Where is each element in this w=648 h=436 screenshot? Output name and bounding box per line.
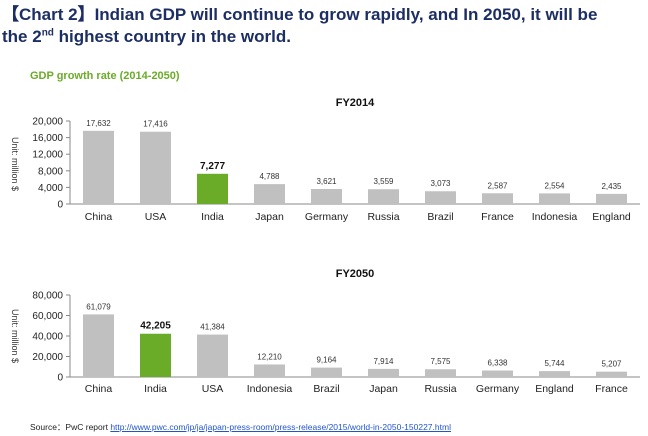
chart1-category-label-russia: Russia: [367, 211, 399, 223]
chart2-value-label-france: 5,207: [601, 360, 622, 369]
title-line-2: the 2nd highest country in the world.: [2, 26, 642, 48]
gdp-subtitle: GDP growth rate (2014-2050): [30, 70, 180, 82]
chart2-bar-japan: [368, 368, 399, 377]
chart2-value-label-indonesia: 12,210: [257, 352, 282, 361]
chart1-bar-germany: [311, 188, 342, 204]
chart2-category-label-england: England: [535, 383, 574, 395]
chart1-y-tick-label: 16,000: [32, 133, 63, 144]
source-link[interactable]: http://www.pwc.com/jp/ja/japan-press-roo…: [110, 422, 451, 432]
chart1-category-label-usa: USA: [145, 211, 167, 223]
chart2-value-label-japan: 7,914: [373, 357, 394, 366]
chart1-category-label-brazil: Brazil: [427, 211, 453, 223]
chart1-bar-france: [482, 193, 513, 204]
chart1-value-label-india: 7,277: [200, 161, 225, 172]
chart1-y-axis-label: Unit: million $: [10, 137, 20, 191]
chart-title: 【Chart 2】Indian GDP will continue to gro…: [2, 4, 642, 48]
chart1-value-label-japan: 4,788: [259, 172, 280, 181]
chart2-category-label-brazil: Brazil: [313, 383, 339, 395]
chart2-y-tick-label: 80,000: [32, 291, 63, 302]
chart1-category-label-france: France: [481, 211, 514, 223]
chart1-value-label-china: 17,632: [86, 119, 111, 128]
chart1-y-tick-label: 8,000: [38, 166, 63, 177]
chart1-category-label-germany: Germany: [305, 211, 349, 223]
chart1-y-tick-label: 0: [57, 200, 63, 211]
chart2-y-tick-label: 40,000: [32, 332, 63, 343]
chart1-category-label-china: China: [85, 211, 113, 223]
chart2-value-label-india: 42,205: [140, 321, 171, 332]
chart1-bar-india: [197, 173, 228, 204]
chart1-bar-england: [596, 193, 627, 204]
chart1-category-label-japan: Japan: [255, 211, 284, 223]
chart2-category-label-germany: Germany: [476, 383, 520, 395]
chart1-value-label-england: 2,435: [601, 182, 622, 191]
chart2-bar-usa: [197, 334, 228, 377]
chart2-category-label-usa: USA: [202, 383, 224, 395]
chart1-category-label-england: England: [592, 211, 631, 223]
chart1-value-label-brazil: 3,073: [430, 179, 451, 188]
title-superscript: nd: [41, 27, 54, 39]
chart2-category-label-japan: Japan: [369, 383, 398, 395]
chart2-value-label-brazil: 9,164: [316, 356, 337, 365]
chart2-value-label-england: 5,744: [544, 359, 565, 368]
title-line-1: 【Chart 2】Indian GDP will continue to gro…: [2, 5, 598, 24]
chart2-bar-england: [539, 371, 570, 377]
chart1-y-tick-label: 4,000: [38, 183, 63, 194]
chart2-bar-brazil: [311, 367, 342, 377]
chart2-y-tick-label: 20,000: [32, 352, 63, 363]
chart2-category-label-india: India: [144, 383, 167, 395]
chart2-value-label-germany: 6,338: [487, 359, 508, 368]
chart1-value-label-france: 2,587: [487, 181, 508, 190]
chart1-value-label-germany: 3,621: [316, 177, 337, 186]
chart1-value-label-russia: 3,559: [373, 177, 394, 186]
chart2-bar-china: [83, 314, 114, 377]
chart2-bar-germany: [482, 370, 513, 377]
chart1-bar-brazil: [425, 191, 456, 204]
chart1-title: FY2014: [336, 97, 375, 109]
chart2-bar-france: [596, 371, 627, 377]
source-line: Source：PwC report http://www.pwc.com/jp/…: [30, 421, 451, 433]
chart1-category-label-india: India: [201, 211, 224, 223]
title-line-2-pre: the 2: [2, 27, 42, 46]
chart2-category-label-russia: Russia: [424, 383, 456, 395]
source-label: Source：PwC report: [30, 422, 108, 432]
chart2-category-label-china: China: [85, 383, 113, 395]
chart2-y-axis-label: Unit: million $: [10, 309, 20, 363]
chart2-y-tick-label: 0: [57, 373, 63, 384]
chart2-bar-india: [140, 333, 171, 377]
chart2-category-label-indonesia: Indonesia: [247, 383, 293, 395]
chart2-value-label-usa: 41,384: [200, 323, 225, 332]
chart2-y-tick-label: 60,000: [32, 311, 63, 322]
title-line-2-post: highest country in the world.: [53, 27, 291, 46]
chart2-value-label-china: 61,079: [86, 302, 111, 311]
chart1-bar-usa: [140, 131, 171, 204]
chart2-category-label-france: France: [595, 383, 628, 395]
chart1-y-tick-label: 12,000: [32, 150, 63, 161]
chart2-bar-indonesia: [254, 364, 285, 377]
chart2-value-label-russia: 7,575: [430, 357, 451, 366]
chart2-title: FY2050: [336, 268, 375, 280]
chart2-bar-russia: [425, 369, 456, 377]
chart1-bar-russia: [368, 189, 399, 204]
chart1-bar-japan: [254, 184, 285, 204]
chart1-value-label-usa: 17,416: [143, 120, 168, 129]
chart1-bar-indonesia: [539, 193, 570, 204]
chart1-category-label-indonesia: Indonesia: [532, 211, 578, 223]
chart1-value-label-indonesia: 2,554: [544, 181, 565, 190]
chart1-bar-china: [83, 130, 114, 204]
chart1-y-tick-label: 20,000: [32, 117, 63, 128]
